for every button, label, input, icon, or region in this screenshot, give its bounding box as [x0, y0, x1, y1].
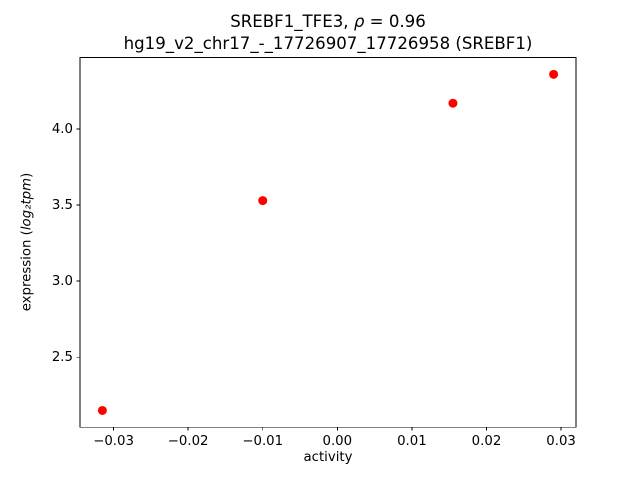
data-point: [549, 69, 559, 79]
x-tick-label: 0.02: [471, 433, 502, 449]
data-point: [258, 196, 268, 206]
axes-spines: [79, 57, 577, 428]
x-axis-label: activity: [303, 450, 353, 465]
x-tick-label: −0.01: [242, 433, 284, 449]
chart-title: SREBF1_TFE3, ρ = 0.96 hg19_v2_chr17_-_17…: [88, 11, 568, 54]
x-tick-label: 0.01: [397, 433, 427, 449]
chart-title-line1: SREBF1_TFE3, ρ = 0.96: [230, 12, 426, 31]
chart-title-line2: hg19_v2_chr17_-_17726907_17726958 (SREBF…: [123, 33, 533, 53]
rho-symbol: ρ: [353, 12, 365, 31]
y-tick-label: 4.0: [51, 121, 73, 137]
y-tick-label: 3.5: [51, 197, 73, 213]
x-tick-label: 0.03: [546, 433, 576, 449]
data-point: [448, 98, 458, 108]
x-tick-label: −0.03: [93, 433, 134, 449]
y-tick-label: 3.0: [51, 273, 73, 289]
x-tick-label: 0.00: [322, 433, 353, 449]
x-tick-label: −0.02: [167, 433, 209, 449]
y-axis-label: expression (log₂tpm): [19, 172, 35, 312]
y-tick-label: 2.5: [51, 349, 73, 365]
data-point: [97, 405, 107, 415]
